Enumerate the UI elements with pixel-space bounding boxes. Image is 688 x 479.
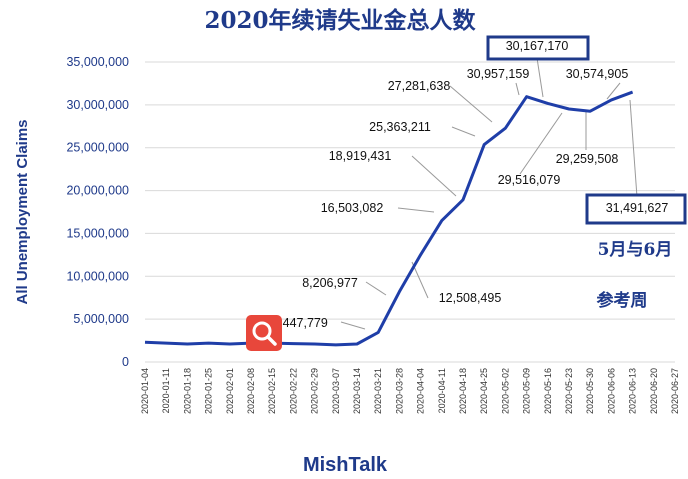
y-tick-label: 15,000,000 xyxy=(66,226,129,240)
data-label: 30,957,159 xyxy=(467,67,530,81)
y-tick-label: 5,000,000 xyxy=(73,312,129,326)
x-tick-label: 2020-06-06 xyxy=(606,368,616,414)
annotation-leader xyxy=(397,207,435,213)
chart-title: 2020年续请失业金总人数 xyxy=(204,7,476,34)
x-tick-label: 2020-05-30 xyxy=(585,368,595,414)
y-tick-label: 35,000,000 xyxy=(66,55,129,69)
annotation-leader xyxy=(340,321,366,330)
x-tick-label: 2020-04-18 xyxy=(458,368,468,414)
note-reference-week: 参考周 xyxy=(597,290,648,311)
x-tick-label: 2020-03-28 xyxy=(394,368,404,414)
annotation-leader xyxy=(606,82,621,100)
x-tick-label: 2020-02-15 xyxy=(267,368,277,414)
x-tick-labels: 2020-01-04 2020-01-11 2020-01-18 2020-01-25… xyxy=(140,368,680,414)
x-tick-label: 2020-05-23 xyxy=(564,368,574,414)
data-label: 8,206,977 xyxy=(302,276,358,290)
annotation-leader xyxy=(411,155,457,197)
data-label: 12,508,495 xyxy=(439,291,502,305)
x-tick-label: 2020-05-09 xyxy=(522,368,532,414)
y-tick-label: 30,000,000 xyxy=(66,98,129,112)
annotation-leaders xyxy=(340,57,638,330)
data-label: 31,491,627 xyxy=(606,201,669,215)
x-tick-label: 2020-03-07 xyxy=(331,368,341,414)
x-tick-label: 2020-05-16 xyxy=(543,368,553,414)
x-tick-label: 2020-04-04 xyxy=(416,368,426,414)
series-layer xyxy=(144,90,634,347)
annotation-leader xyxy=(629,99,638,198)
data-label: 29,516,079 xyxy=(498,173,561,187)
search-icon[interactable] xyxy=(246,315,282,351)
y-tick-labels: 0 5,000,000 10,000,000 15,000,000 20,000,000… xyxy=(66,55,129,369)
gridlines xyxy=(145,61,675,363)
x-tick-label: 2020-03-14 xyxy=(352,368,362,414)
y-tick-label: 10,000,000 xyxy=(66,269,129,283)
data-label: 3,447,779 xyxy=(272,316,328,330)
note-may-june: 5月与6月 xyxy=(598,240,673,260)
data-label: 29,259,508 xyxy=(556,152,619,166)
x-tick-label: 2020-01-18 xyxy=(182,368,192,414)
x-tick-label: 2020-01-04 xyxy=(140,368,150,414)
data-label: 30,574,905 xyxy=(566,67,629,81)
series-line xyxy=(144,90,634,347)
x-tick-label: 2020-02-08 xyxy=(246,368,256,414)
data-label: 18,919,431 xyxy=(329,149,392,163)
x-tick-label: 2020-02-01 xyxy=(225,368,235,414)
y-tick-label: 0 xyxy=(122,355,129,369)
data-label: 25,363,211 xyxy=(369,120,431,134)
data-label: 16,503,082 xyxy=(321,201,384,215)
annotation-leader xyxy=(519,112,563,175)
x-tick-label: 2020-02-22 xyxy=(288,368,298,414)
data-label: 30,167,170 xyxy=(506,39,569,53)
annotation-leader xyxy=(365,281,387,296)
x-tick-label: 2020-04-25 xyxy=(479,368,489,414)
data-label: 27,281,638 xyxy=(388,79,451,93)
x-tick-label: 2020-02-29 xyxy=(310,368,320,414)
x-tick-label: 2020-01-25 xyxy=(204,368,214,414)
annotation-leader xyxy=(536,57,544,98)
y-tick-label: 25,000,000 xyxy=(66,141,129,155)
x-tick-label: 2020-06-27 xyxy=(670,368,680,414)
x-tick-label: 2020-06-13 xyxy=(628,368,638,414)
brand-mishtalk: MishTalk xyxy=(303,454,388,476)
annotation-leader xyxy=(451,126,476,137)
x-tick-label: 2020-03-21 xyxy=(373,368,383,414)
x-tick-label: 2020-01-11 xyxy=(161,368,171,413)
data-labels: 3,447,779 8,206,977 12,508,495 16,503,082 18… xyxy=(272,35,687,330)
x-tick-label: 2020-06-20 xyxy=(649,368,659,414)
x-tick-label: 2020-05-02 xyxy=(500,368,510,414)
annotation-leader xyxy=(515,82,520,96)
x-tick-label: 2020-04-11 xyxy=(437,368,447,413)
y-tick-label: 20,000,000 xyxy=(66,184,129,198)
annotation-leader xyxy=(449,85,493,123)
y-axis-label: All Unemployment Claims xyxy=(14,119,31,304)
highlight-box xyxy=(585,193,687,225)
highlight-box xyxy=(486,35,590,61)
